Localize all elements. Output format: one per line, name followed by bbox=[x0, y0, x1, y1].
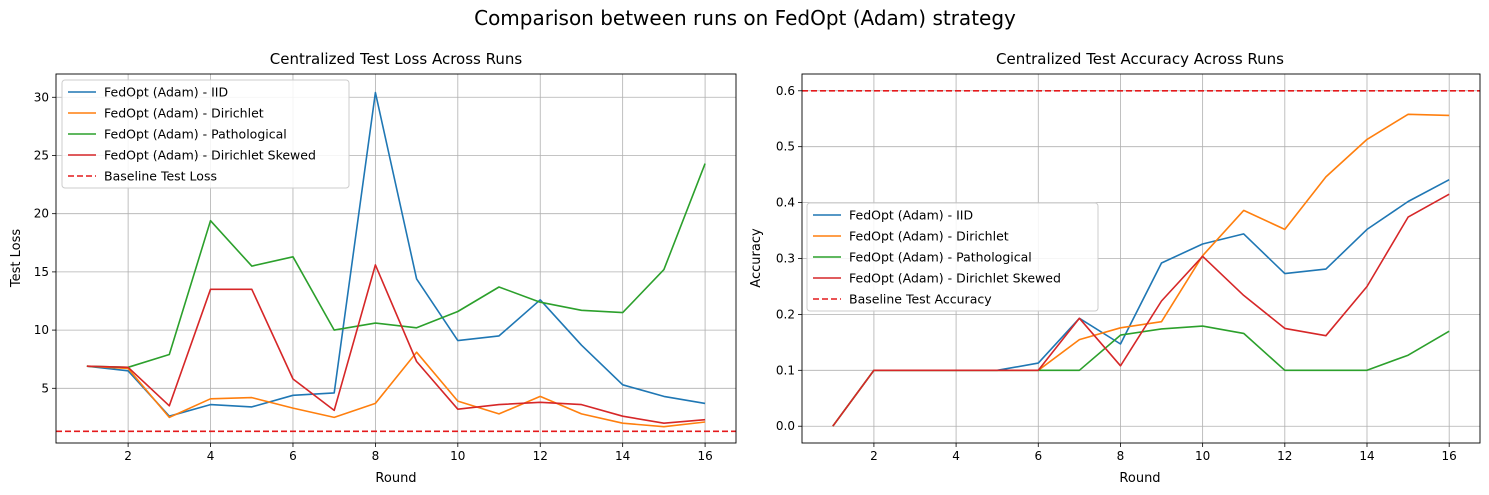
figure-suptitle: Comparison between runs on FedOpt (Adam)… bbox=[474, 6, 1016, 30]
accuracy-x-tick-label: 2 bbox=[870, 449, 878, 463]
accuracy-legend-label: FedOpt (Adam) - Dirichlet bbox=[849, 229, 1009, 244]
accuracy-series-line-pathological bbox=[832, 325, 1450, 427]
loss-legend-label: FedOpt (Adam) - Dirichlet bbox=[104, 106, 264, 121]
loss-x-tick-label: 16 bbox=[697, 449, 712, 463]
loss-x-tick-label: 14 bbox=[615, 449, 630, 463]
accuracy-y-tick-label: 0.5 bbox=[776, 140, 795, 154]
accuracy-x-tick-label: 10 bbox=[1195, 449, 1210, 463]
loss-chart-xlabel: Round bbox=[375, 471, 416, 486]
loss-y-tick-label: 25 bbox=[34, 148, 49, 162]
loss-legend-label: Baseline Test Loss bbox=[104, 169, 217, 184]
accuracy-x-tick-label: 16 bbox=[1442, 449, 1457, 463]
loss-y-tick-label: 5 bbox=[41, 381, 49, 395]
loss-chart-panel: Centralized Test Loss Across Runs Round … bbox=[9, 50, 737, 486]
loss-axes-frame bbox=[55, 73, 737, 444]
loss-x-tick-label: 4 bbox=[207, 449, 215, 463]
loss-chart-ylabel: Test Loss bbox=[9, 229, 24, 288]
accuracy-y-tick-label: 0.1 bbox=[776, 363, 795, 377]
loss-x-tick-label: 10 bbox=[450, 449, 465, 463]
accuracy-x-tick-label: 8 bbox=[1117, 449, 1125, 463]
loss-series-line-dirichlet-skewed bbox=[86, 264, 706, 425]
accuracy-x-tick-label: 14 bbox=[1359, 449, 1374, 463]
loss-series-line-pathological bbox=[86, 163, 706, 369]
loss-grid bbox=[56, 74, 736, 443]
loss-y-tick-label: 10 bbox=[34, 323, 49, 337]
loss-legend-label: FedOpt (Adam) - IID bbox=[104, 85, 228, 100]
accuracy-series-line-dirichlet-skewed bbox=[832, 193, 1450, 427]
accuracy-x-tick-label: 6 bbox=[1034, 449, 1042, 463]
accuracy-legend-box bbox=[806, 202, 1099, 312]
accuracy-legend: FedOpt (Adam) - IID FedOpt (Adam) - Diric… bbox=[806, 202, 1099, 312]
loss-legend-box bbox=[61, 79, 350, 189]
loss-y-tick-label: 15 bbox=[34, 265, 49, 279]
accuracy-legend-label: FedOpt (Adam) - Pathological bbox=[849, 250, 1032, 265]
accuracy-y-tick-label: 0.6 bbox=[776, 84, 795, 98]
loss-series-line-dirichlet bbox=[86, 351, 706, 428]
accuracy-chart-title: Centralized Test Accuracy Across Runs bbox=[996, 50, 1284, 68]
loss-y-tick-label: 30 bbox=[34, 90, 49, 104]
accuracy-chart-panel: Centralized Test Accuracy Across Runs Ro… bbox=[749, 50, 1481, 486]
accuracy-y-tick-label: 0.3 bbox=[776, 252, 795, 266]
loss-x-tick-label: 6 bbox=[289, 449, 297, 463]
accuracy-legend-label: FedOpt (Adam) - IID bbox=[849, 208, 973, 223]
loss-legend-label: FedOpt (Adam) - Dirichlet Skewed bbox=[104, 148, 316, 163]
loss-x-tick-label: 12 bbox=[533, 449, 548, 463]
loss-x-tick-label: 2 bbox=[124, 449, 132, 463]
accuracy-chart-xlabel: Round bbox=[1119, 471, 1160, 486]
loss-legend: FedOpt (Adam) - IID FedOpt (Adam) - Diric… bbox=[61, 79, 350, 189]
accuracy-x-tick-label: 12 bbox=[1277, 449, 1292, 463]
accuracy-y-tick-label: 0.4 bbox=[776, 196, 795, 210]
accuracy-axes-frame bbox=[801, 73, 1481, 444]
loss-x-tick-label: 8 bbox=[372, 449, 380, 463]
accuracy-y-tick-label: 0.0 bbox=[776, 419, 795, 433]
accuracy-x-tick-label: 4 bbox=[952, 449, 960, 463]
accuracy-legend-label: FedOpt (Adam) - Dirichlet Skewed bbox=[849, 271, 1061, 286]
loss-chart-title: Centralized Test Loss Across Runs bbox=[270, 50, 523, 68]
accuracy-chart-ylabel: Accuracy bbox=[749, 228, 764, 288]
accuracy-y-tick-label: 0.2 bbox=[776, 307, 795, 321]
loss-series-line-iid bbox=[86, 91, 706, 418]
accuracy-legend-label: Baseline Test Accuracy bbox=[849, 292, 992, 307]
loss-y-tick-label: 20 bbox=[34, 207, 49, 221]
loss-legend-label: FedOpt (Adam) - Pathological bbox=[104, 127, 287, 142]
